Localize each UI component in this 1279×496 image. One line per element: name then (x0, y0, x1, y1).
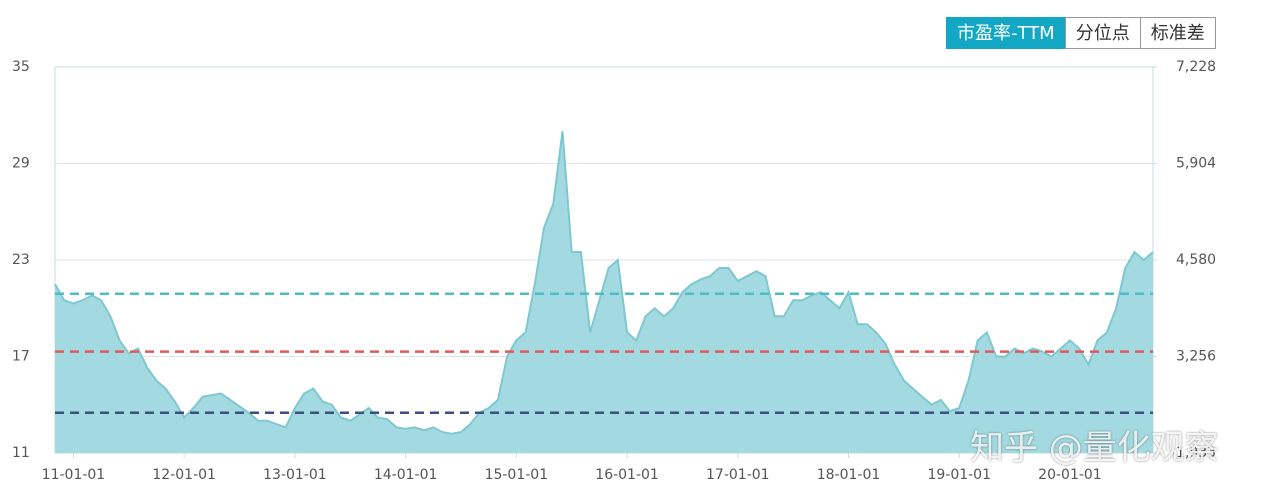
x-tick-label: 13-01-01 (263, 467, 327, 483)
y2-tick-label: 5,904 (1176, 156, 1216, 172)
watermark: 知乎 @量化观察 (970, 428, 1219, 468)
x-tick-label: 14-01-01 (374, 467, 438, 483)
x-tick-label: 20-01-01 (1038, 467, 1102, 483)
y-tick-label: 35 (12, 59, 30, 75)
line (54, 131, 1154, 435)
tab[interactable]: 标准差 (1139, 17, 1216, 49)
tab[interactable]: 分位点 (1064, 17, 1141, 49)
y2-tick-label: 1,933 (1176, 445, 1216, 461)
tab-bar: 市盈率-TTM 分位点 标准差 (946, 17, 1216, 49)
x-tick-label: 15-01-01 (485, 467, 549, 483)
x-tick-label: 16-01-01 (595, 467, 659, 483)
y-tick-label: 17 (12, 349, 30, 365)
x-tick-label: 17-01-01 (706, 467, 770, 483)
tab[interactable]: 市盈率-TTM (946, 17, 1066, 49)
y-tick-label: 23 (12, 252, 30, 268)
y2-tick-label: 3,256 (1176, 349, 1216, 365)
y-tick-label: 29 (12, 156, 30, 172)
x-tick-label: 18-01-01 (817, 467, 881, 483)
y2-tick-label: 7,228 (1176, 59, 1216, 75)
x-tick-label: 12-01-01 (152, 467, 216, 483)
y-tick-label: 11 (12, 445, 30, 461)
x-tick-label: 11-01-01 (42, 467, 106, 483)
y2-tick-label: 4,580 (1176, 252, 1216, 268)
x-tick-label: 19-01-01 (927, 467, 991, 483)
area (55, 131, 1153, 454)
